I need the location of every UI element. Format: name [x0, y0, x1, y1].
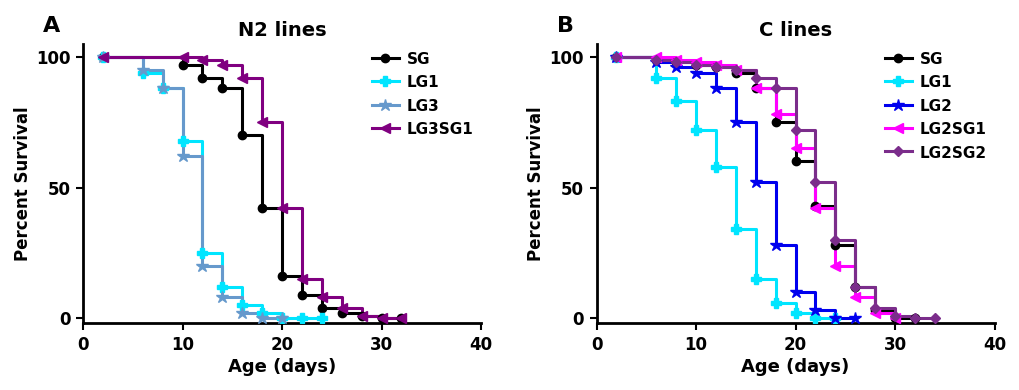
- Y-axis label: Percent Survival: Percent Survival: [527, 106, 545, 261]
- X-axis label: Age (days): Age (days): [227, 358, 336, 376]
- Text: B: B: [556, 16, 573, 36]
- Y-axis label: Percent Survival: Percent Survival: [14, 106, 32, 261]
- Legend: SG, LG1, LG2, LG2SG1, LG2SG2: SG, LG1, LG2, LG2SG1, LG2SG2: [877, 46, 993, 167]
- X-axis label: Age (days): Age (days): [741, 358, 849, 376]
- Legend: SG, LG1, LG3, LG3SG1: SG, LG1, LG3, LG3SG1: [365, 46, 479, 143]
- Text: A: A: [43, 16, 60, 36]
- Title: N2 lines: N2 lines: [237, 21, 326, 40]
- Title: C lines: C lines: [758, 21, 832, 40]
